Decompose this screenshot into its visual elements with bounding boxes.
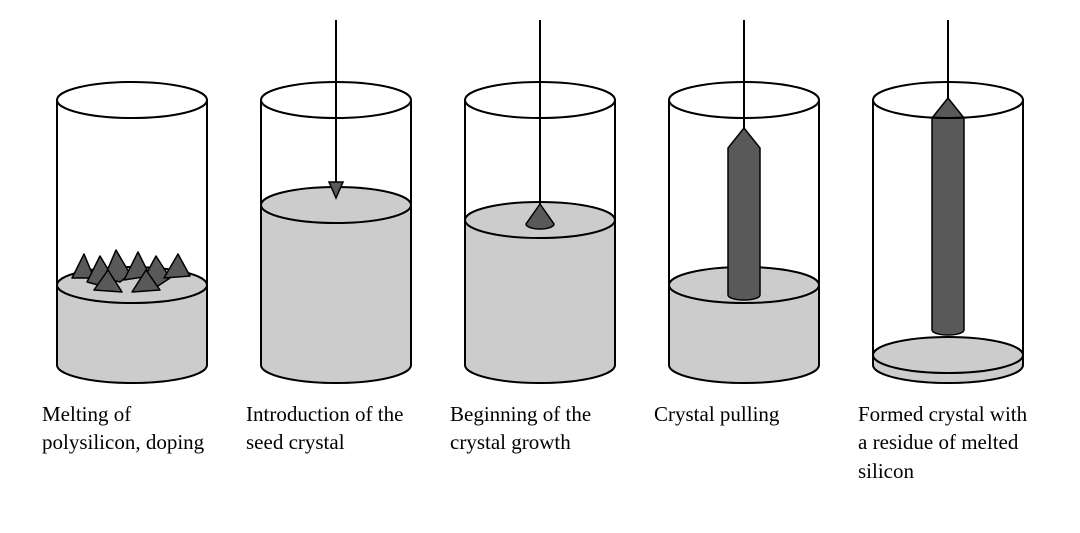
crystal-rod [932,98,964,335]
stage-growth-caption: Beginning of the crystal growth [450,400,630,457]
stage-seed-caption: Introduction of the seed crystal [246,400,426,457]
melt-fill [261,205,411,383]
crucible-top-rim [57,82,207,118]
crucible [57,82,207,383]
stage-pulling-figure [654,20,834,390]
stage-growth: Beginning of the crystal growth [440,20,640,457]
stage-pulling-caption: Crystal pulling [654,400,834,428]
stage-melting-caption: Melting of polysilicon, doping [42,400,222,457]
crucible [669,20,819,383]
crucible [873,20,1023,383]
crystal-rod [728,128,760,300]
stage-formed-figure [858,20,1038,390]
stages-row: Melting of polysilicon, doping [0,0,1080,485]
crucible [261,20,411,383]
stage-melting: Melting of polysilicon, doping [32,20,232,457]
stage-melting-figure [42,20,222,390]
stage-seed-figure [246,20,426,390]
stage-formed-caption: Formed crystal with a residue of melted … [858,400,1038,485]
melt-surface [873,337,1023,373]
melt-fill [465,220,615,383]
stage-formed: Formed crystal with a residue of melted … [848,20,1048,485]
stage-seed: Introduction of the seed crystal [236,20,436,457]
czochralski-process-diagram: Melting of polysilicon, doping [0,0,1080,533]
stage-pulling: Crystal pulling [644,20,844,428]
crucible [465,20,615,383]
stage-growth-figure [450,20,630,390]
